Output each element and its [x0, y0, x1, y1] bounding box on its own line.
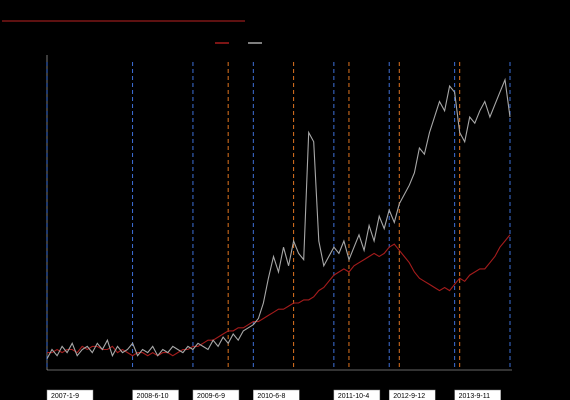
x-tick-label: 2008-6-10 [137, 393, 169, 400]
x-tick-label: 2009-6-9 [197, 393, 225, 400]
series-line [46, 77, 511, 360]
x-tick-box [388, 389, 436, 400]
x-tick-box [132, 389, 179, 400]
x-tick-label: 2012-9-12 [393, 393, 425, 400]
series-line [47, 234, 511, 357]
x-tick-box [333, 389, 381, 400]
x-tick-label: 2013-9-11 [459, 393, 491, 400]
x-tick-box [454, 389, 501, 400]
x-tick-label: 2010-6-8 [257, 393, 285, 400]
x-tick-box [192, 389, 240, 400]
x-tick-label: 2011-10-4 [338, 393, 370, 400]
x-tick-box [253, 389, 300, 400]
x-tick-label: 2007-1-9 [51, 393, 79, 400]
x-tick-box [46, 389, 94, 400]
